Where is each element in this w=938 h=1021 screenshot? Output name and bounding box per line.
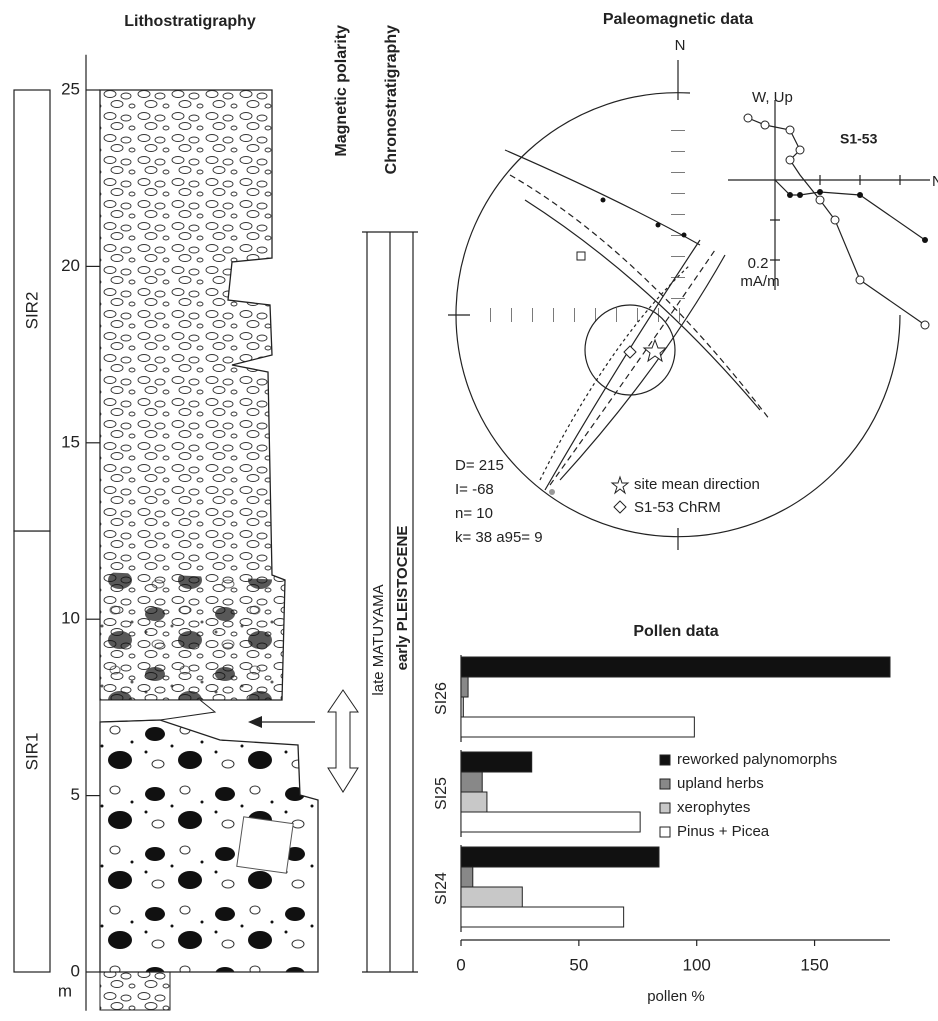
bar <box>460 676 469 698</box>
legend-label: S1-53 ChRM <box>634 499 721 516</box>
chart-title: Pollen data <box>633 623 718 640</box>
legend-label: xerophytes <box>677 799 750 816</box>
bar <box>460 906 625 928</box>
scale-unit: mA/m <box>740 273 779 290</box>
x-tick-label: 100 <box>683 955 711 974</box>
bar <box>460 866 474 888</box>
y-tick-label: SI25 <box>433 777 450 810</box>
bar <box>460 716 695 738</box>
stereonet <box>448 60 901 550</box>
strat-unit-label: SIR2 <box>22 292 41 330</box>
polarity-title: Magnetic polarity <box>333 25 350 157</box>
strat-unit <box>13 89 51 532</box>
bar <box>460 696 464 718</box>
chrono-label: early PLEISTOCENE <box>394 526 411 671</box>
x-tick-label: 0 <box>456 955 465 974</box>
x-tick-label: 150 <box>800 955 828 974</box>
stat-line: k= 38 a95= 9 <box>455 529 543 546</box>
scale-label: 0.2 <box>748 255 769 272</box>
bar <box>460 656 891 678</box>
depth-tick-label: 10 <box>61 609 80 628</box>
stat-line: n= 10 <box>455 505 493 522</box>
bar <box>460 771 483 793</box>
strat-unit-label: SIR1 <box>22 733 41 771</box>
depth-tick-label: 25 <box>61 79 80 98</box>
depth-tick-label: 0 <box>71 961 80 980</box>
legend-label: reworked palynomorphs <box>677 751 837 768</box>
chrono-bars <box>362 231 418 973</box>
legend-label: upland herbs <box>677 775 764 792</box>
chrono-title: Chronostratigraphy <box>383 25 400 174</box>
bar <box>460 751 533 773</box>
depth-unit: m <box>58 981 72 1000</box>
strat-unit <box>13 530 51 973</box>
x-axis-label: pollen % <box>647 988 705 1005</box>
stat-line: I= -68 <box>455 481 494 498</box>
zijderveld <box>728 100 930 330</box>
depth-tick-label: 15 <box>61 432 80 451</box>
bar <box>460 791 488 813</box>
bar <box>460 886 523 908</box>
legend-swatch <box>659 826 671 838</box>
y-tick-label: SI24 <box>433 872 450 905</box>
legend-swatch <box>659 778 671 790</box>
bar <box>460 846 660 868</box>
paleomag-title: Paleomagnetic data <box>603 11 753 28</box>
stat-line: D= 215 <box>455 457 504 474</box>
legend-swatch <box>659 754 671 766</box>
zij-axis-end: N <box>932 173 938 190</box>
chrono-label: late MATUYAMA <box>370 584 387 695</box>
legend-swatch <box>659 802 671 814</box>
x-tick-label: 50 <box>569 955 588 974</box>
zij-axis-label: W, Up <box>752 89 793 106</box>
depth-tick-label: 20 <box>61 256 80 275</box>
bar <box>460 811 641 833</box>
legend-label: site mean direction <box>634 476 760 493</box>
polarity-arrow <box>248 689 359 793</box>
depth-tick-label: 5 <box>71 785 80 804</box>
stereo-legend <box>610 475 630 514</box>
lithology-column <box>99 89 319 1011</box>
sample-label: S1-53 <box>840 131 878 147</box>
north-label: N <box>675 37 686 54</box>
legend-label: Pinus + Picea <box>677 823 770 840</box>
litho-title: Lithostratigraphy <box>124 13 256 30</box>
y-tick-label: SI26 <box>433 682 450 715</box>
